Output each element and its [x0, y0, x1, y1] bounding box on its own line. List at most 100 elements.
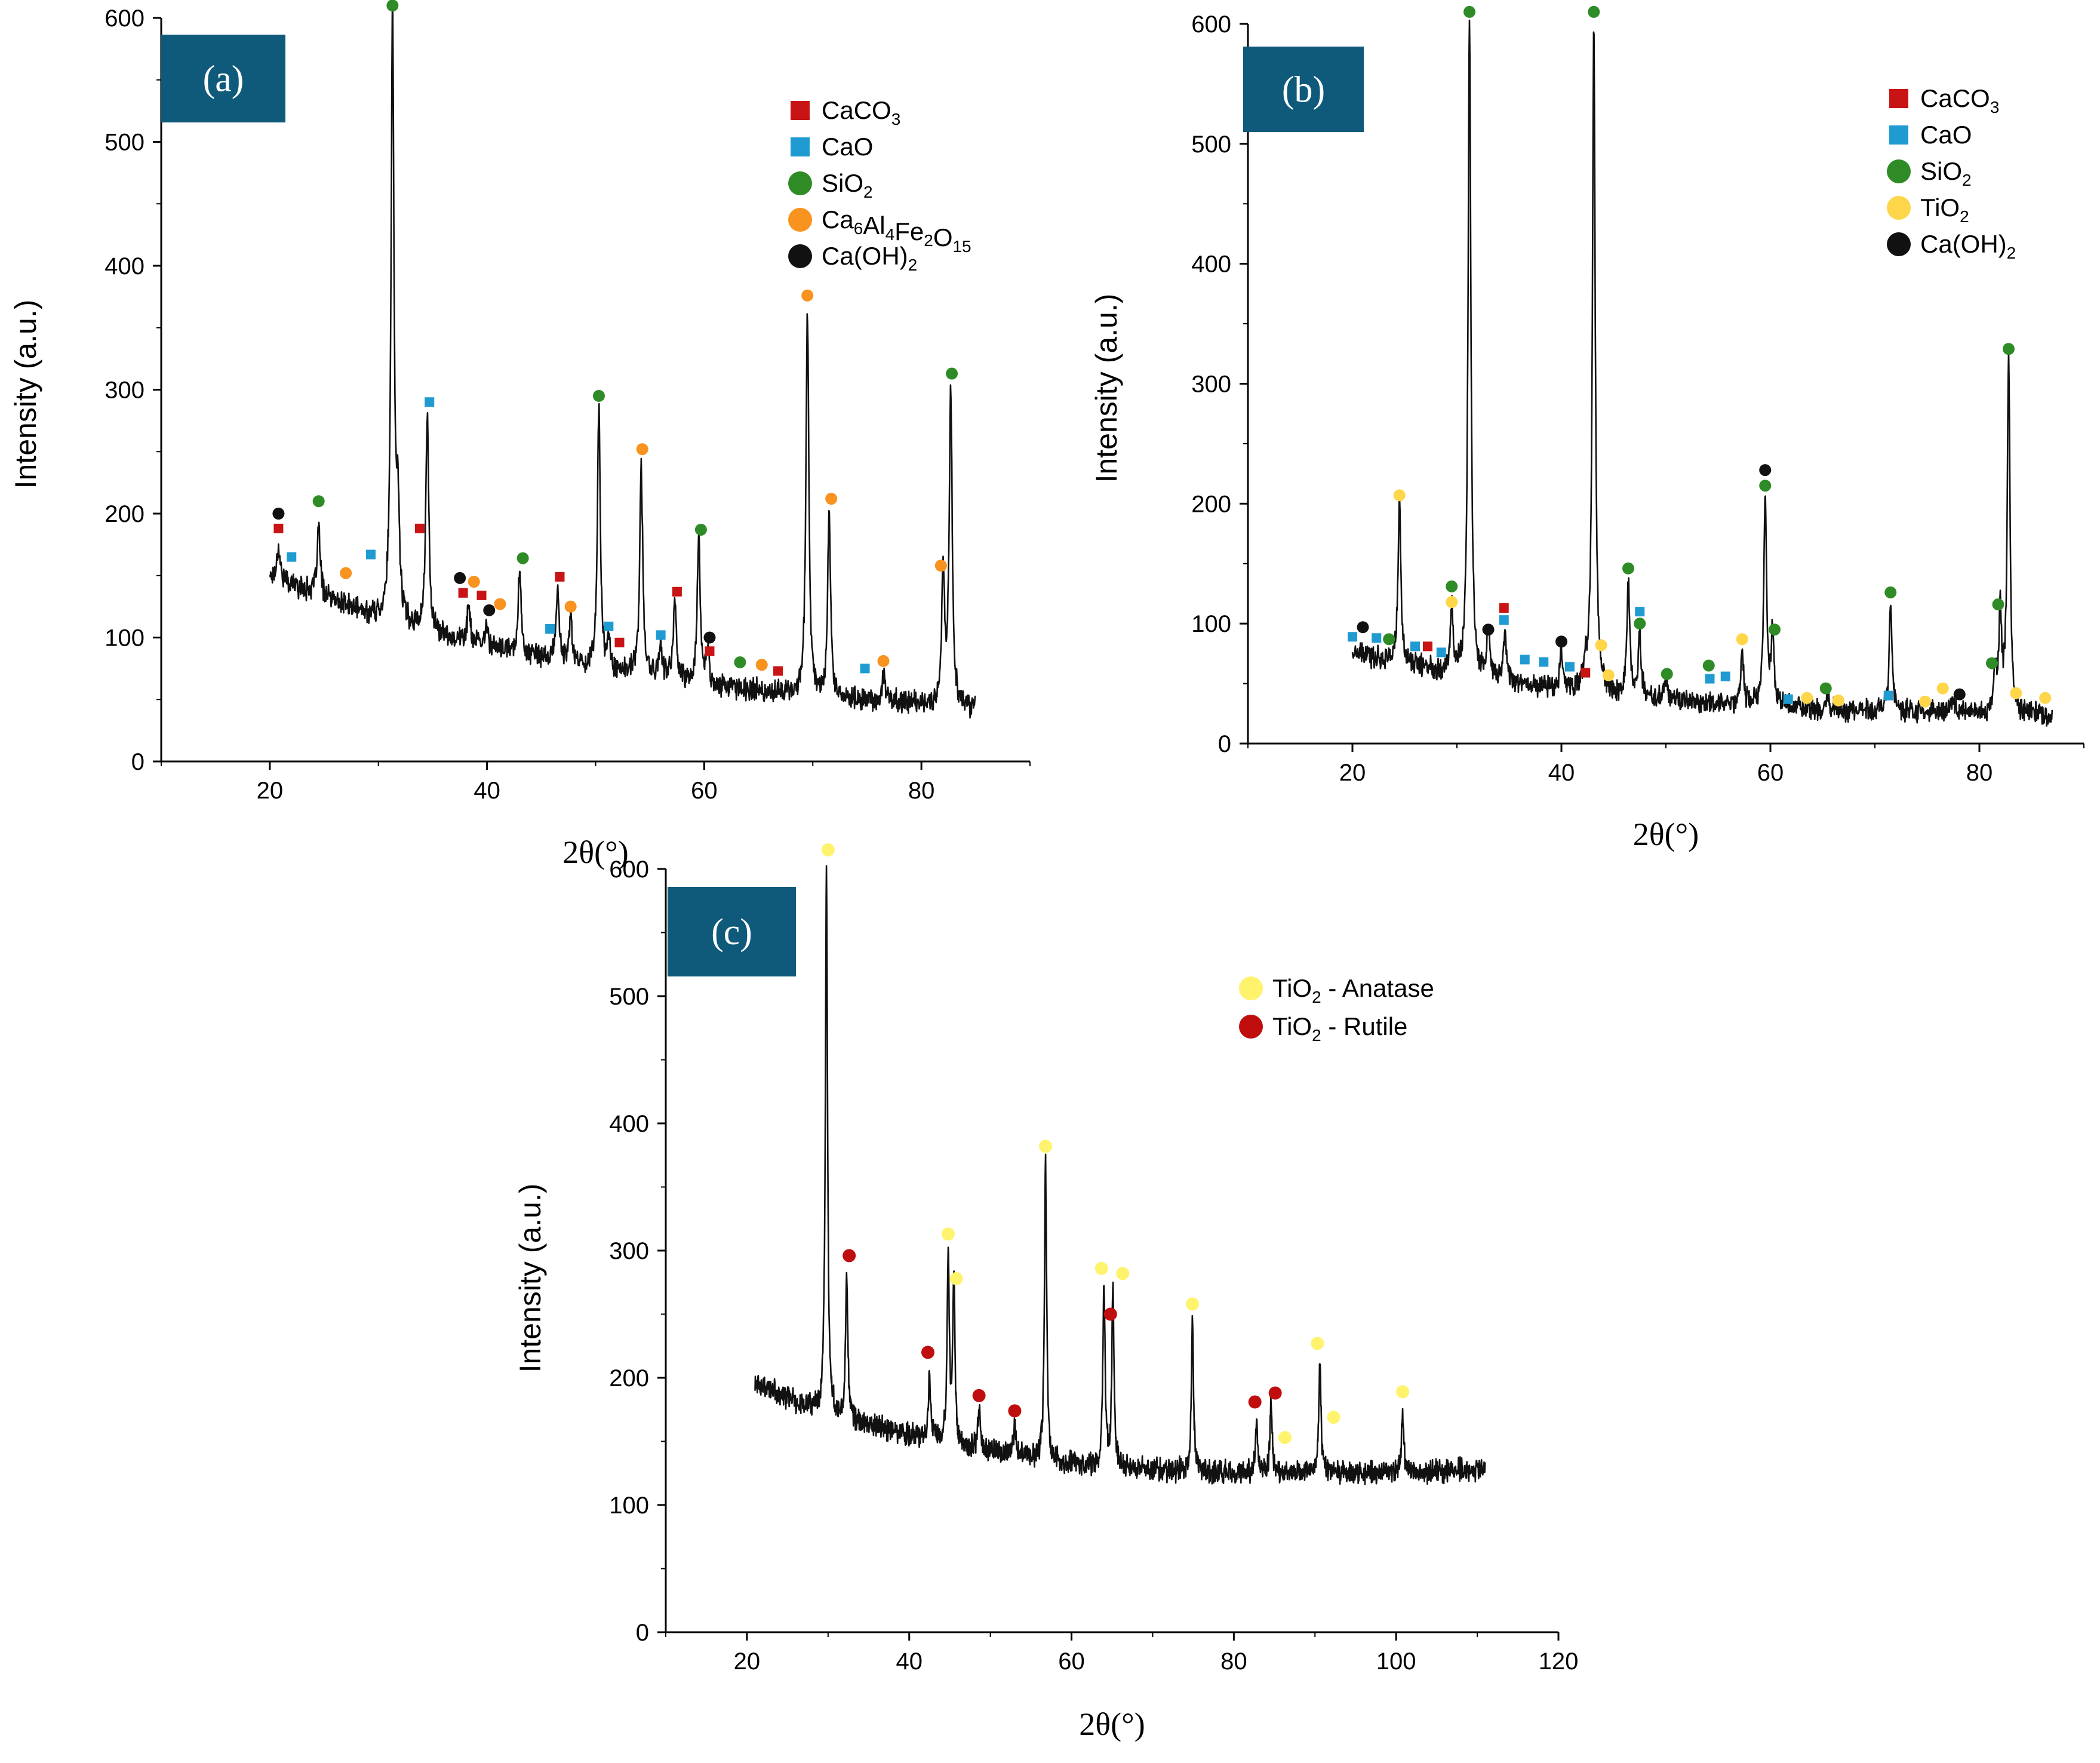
- legend-swatch-CaCO3: [791, 101, 810, 120]
- marker-CaCO3: [476, 590, 487, 600]
- marker-rutile: [921, 1346, 934, 1359]
- marker-SiO2: [1383, 633, 1395, 646]
- marker-CaO: [1372, 633, 1382, 643]
- marker-SiO2: [694, 523, 707, 536]
- x-tick-label: 20: [257, 778, 284, 804]
- marker-Ca6Al4Fe2O15: [755, 659, 768, 671]
- legend-label: CaO: [822, 133, 873, 161]
- marker-CaCO3: [555, 572, 565, 582]
- marker-rutile: [1248, 1395, 1262, 1409]
- marker-Ca6Al4Fe2O15: [636, 443, 648, 456]
- legend-label: SiO2: [822, 169, 873, 201]
- marker-CaOH2: [272, 508, 285, 520]
- marker-SiO2: [1769, 624, 1781, 636]
- marker-CaOH2: [483, 604, 496, 616]
- marker-CaO: [1565, 662, 1575, 672]
- x-tick-label: 60: [1058, 1648, 1085, 1675]
- marker-CaO: [1720, 671, 1730, 681]
- marker-CaO: [1539, 657, 1549, 667]
- marker-anatase: [1039, 1140, 1053, 1153]
- marker-SiO2: [1884, 586, 1897, 598]
- marker-SiO2: [1661, 668, 1673, 680]
- y-tick-label: 400: [104, 253, 144, 280]
- x-tick-label: 20: [1339, 760, 1366, 786]
- y-tick-label: 200: [104, 501, 144, 527]
- marker-SiO2: [2003, 343, 2015, 355]
- marker-CaO: [1783, 694, 1793, 704]
- marker-CaO: [1499, 615, 1509, 625]
- marker-Ca6Al4Fe2O15: [934, 560, 947, 572]
- marker-anatase: [1278, 1431, 1292, 1445]
- legend-label: CaO: [1920, 121, 1972, 149]
- marker-rutile: [1268, 1386, 1282, 1400]
- marker-SiO2: [946, 367, 958, 380]
- panel-label: (c): [711, 912, 752, 953]
- marker-SiO2: [386, 0, 399, 12]
- legend-label: TiO2 - Rutile: [1272, 1012, 1407, 1045]
- marker-CaCO3: [273, 523, 284, 533]
- y-tick-label: 200: [609, 1365, 649, 1392]
- marker-SiO2: [1819, 682, 1832, 695]
- marker-anatase: [1311, 1337, 1324, 1350]
- y-axis-title: Intensity (a.u.): [1090, 294, 1123, 483]
- legend-swatch-CaOH2: [788, 244, 812, 268]
- x-axis-title: 2θ(°): [562, 834, 628, 870]
- marker-CaOH2: [1759, 464, 1772, 477]
- y-tick-label: 100: [104, 625, 144, 652]
- x-tick-label: 40: [1548, 760, 1575, 786]
- marker-SiO2: [1588, 5, 1600, 18]
- y-tick-label: 300: [1191, 371, 1231, 398]
- panel-label-box: [161, 35, 285, 122]
- marker-anatase: [941, 1227, 955, 1241]
- y-tick-label: 500: [104, 130, 144, 156]
- legend-swatch-SiO2: [788, 171, 812, 195]
- marker-CaOH2: [703, 631, 716, 644]
- marker-Ca6Al4Fe2O15: [877, 655, 890, 667]
- marker-CaCO3: [1581, 668, 1591, 678]
- marker-CaO: [545, 624, 555, 634]
- marker-CaOH2: [1953, 688, 1966, 701]
- x-tick-label: 100: [1376, 1648, 1416, 1675]
- x-tick-label: 40: [896, 1648, 923, 1675]
- xrd-series-line: [754, 865, 1486, 1485]
- marker-CaO: [656, 630, 666, 640]
- marker-CaCO3: [1499, 603, 1509, 613]
- marker-TiO2: [1446, 596, 1458, 609]
- marker-TiO2: [1602, 669, 1615, 681]
- y-tick-label: 500: [609, 984, 649, 1010]
- marker-SiO2: [1463, 5, 1475, 18]
- marker-CaO: [1883, 690, 1893, 701]
- marker-Ca6Al4Fe2O15: [801, 289, 814, 302]
- marker-TiO2: [2010, 687, 2022, 699]
- marker-CaO: [1348, 632, 1357, 642]
- y-axis-title: Intensity (a.u.): [514, 1184, 547, 1373]
- marker-CaOH2: [1555, 635, 1567, 648]
- marker-SiO2: [1622, 562, 1634, 575]
- marker-Ca6Al4Fe2O15: [564, 600, 577, 613]
- marker-SiO2: [734, 656, 746, 668]
- legend-swatch-rutile: [1239, 1015, 1263, 1039]
- panel-c: 0 100 200 300 400 500 600 20 40 60 80 100 120 Intensi…: [514, 843, 1578, 1742]
- legend-swatch-CaOH2: [1887, 232, 1911, 256]
- marker-anatase: [1094, 1261, 1108, 1275]
- marker-CaO: [1436, 647, 1446, 658]
- marker-CaCO3: [672, 586, 682, 597]
- x-tick-label: 60: [691, 778, 718, 804]
- y-tick-label: 600: [104, 5, 144, 32]
- y-tick-label: 0: [636, 1620, 649, 1646]
- legend-label: SiO2: [1920, 157, 1972, 189]
- legend-label: Ca(OH)2: [822, 242, 917, 274]
- marker-SiO2: [1992, 598, 2004, 611]
- marker-SiO2: [312, 495, 325, 508]
- x-axis-title: 2θ(°): [1633, 816, 1699, 852]
- legend-swatch-anatase: [1239, 976, 1263, 1000]
- x-tick-label: 80: [1220, 1648, 1247, 1675]
- marker-SiO2: [1759, 480, 1772, 492]
- marker-TiO2: [1919, 695, 1931, 708]
- marker-CaO: [604, 621, 614, 631]
- y-tick-label: 500: [1191, 131, 1231, 158]
- y-axis-title: Intensity (a.u.): [9, 300, 42, 489]
- x-tick-label: 40: [474, 778, 500, 804]
- marker-CaOH2: [1482, 624, 1495, 636]
